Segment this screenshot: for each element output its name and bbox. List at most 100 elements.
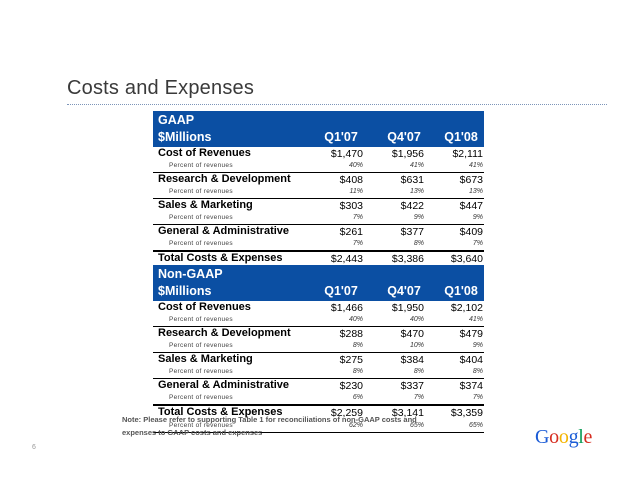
percent-label: Percent of revenues: [169, 316, 233, 323]
percent-value: 7%: [352, 214, 363, 221]
percent-label: Percent of revenues: [169, 394, 233, 401]
row-label: Total Costs & Expenses: [158, 252, 283, 264]
percent-value: 40%: [348, 162, 363, 169]
logo-letter: e: [583, 426, 593, 448]
row-label: Research & Development: [158, 173, 291, 185]
percent-label: Percent of revenues: [169, 422, 233, 429]
row-value: $1,466: [330, 302, 363, 314]
row-value: $631: [400, 174, 424, 186]
percent-value: 9%: [472, 214, 483, 221]
percent-value: 65%: [468, 422, 483, 429]
percent-row: Percent of revenues 8% 8% 8%: [153, 366, 484, 379]
percent-value: 8%: [472, 368, 483, 375]
gaap-table-header: GAAP $Millions Q1'07 Q4'07 Q1'08: [153, 111, 484, 147]
percent-value: 9%: [472, 342, 483, 349]
row-value: $673: [459, 174, 483, 186]
percent-value: 8%: [352, 342, 363, 349]
total-row: Total Costs & Expenses $2,259 $3,141 $3,359: [153, 405, 484, 420]
row-value: $470: [400, 328, 424, 340]
footnote-line: expenses to GAAP costs and expenses: [122, 428, 263, 437]
gaap-quarter-header: Q1'07: [324, 130, 358, 144]
percent-label: Percent of revenues: [169, 240, 233, 247]
table-row: Cost of Revenues $1,470 $1,956 $2,111: [153, 147, 484, 160]
percent-row: Percent of revenues 62% 65% 65%: [153, 420, 484, 433]
gaap-quarter-header: Q1'08: [444, 130, 478, 144]
row-value: $384: [400, 354, 424, 366]
row-value: $408: [339, 174, 363, 186]
gaap-header-units: $Millions: [158, 130, 212, 144]
row-value: $230: [339, 380, 363, 392]
table-row: Research & Development $408 $631 $673: [153, 173, 484, 186]
percent-value: 41%: [468, 316, 483, 323]
nongaap-header-units: $Millions: [158, 284, 212, 298]
gaap-header-title: GAAP: [158, 113, 195, 127]
page-number: 6: [32, 444, 36, 451]
percent-label: Percent of revenues: [169, 368, 233, 375]
row-value: $2,102: [450, 302, 483, 314]
percent-value: 6%: [352, 394, 363, 401]
row-value: $3,640: [450, 253, 483, 265]
percent-value: 10%: [409, 342, 424, 349]
percent-value: 13%: [409, 188, 424, 195]
nongaap-table: Non-GAAP $Millions Q1'07 Q4'07 Q1'08 Cos…: [153, 265, 484, 433]
percent-value: 40%: [348, 316, 363, 323]
row-value: $1,950: [391, 302, 424, 314]
percent-value: 41%: [468, 162, 483, 169]
row-label: General & Administrative: [158, 379, 290, 391]
page-title: Costs and Expenses: [67, 77, 255, 99]
percent-row: Percent of revenues 6% 7% 7%: [153, 392, 484, 405]
percent-value: 40%: [409, 316, 424, 323]
row-label: Total Costs & Expenses: [158, 406, 283, 418]
gaap-quarter-header: Q4'07: [387, 130, 421, 144]
percent-value: 7%: [352, 240, 363, 247]
row-value: $275: [339, 354, 363, 366]
row-value: $1,470: [330, 148, 363, 160]
row-label: Sales & Marketing: [158, 353, 253, 365]
percent-value: 41%: [409, 162, 424, 169]
nongaap-header-title: Non-GAAP: [158, 267, 223, 281]
nongaap-quarter-header: Q1'07: [324, 284, 358, 298]
footnote: Note: Please refer to supporting Table 1…: [122, 413, 482, 439]
percent-label: Percent of revenues: [169, 162, 233, 169]
row-label: Sales & Marketing: [158, 199, 253, 211]
table-row: Sales & Marketing $275 $384 $404: [153, 353, 484, 366]
logo-letter: G: [535, 426, 550, 448]
percent-label: Percent of revenues: [169, 214, 233, 221]
row-value: $3,386: [391, 253, 424, 265]
percent-row: Percent of revenues 40% 41% 41%: [153, 160, 484, 173]
table-row: Sales & Marketing $303 $422 $447: [153, 199, 484, 212]
google-logo: Google: [535, 426, 592, 449]
row-label: Cost of Revenues: [158, 301, 251, 313]
percent-row: Percent of revenues 8% 10% 9%: [153, 340, 484, 353]
logo-letter: l: [578, 426, 584, 448]
table-row: Cost of Revenues $1,466 $1,950 $2,102: [153, 301, 484, 314]
percent-row: Percent of revenues 11% 13% 13%: [153, 186, 484, 199]
percent-value: 62%: [348, 422, 363, 429]
row-value: $409: [459, 226, 483, 238]
gaap-table: GAAP $Millions Q1'07 Q4'07 Q1'08 Cost of…: [153, 111, 484, 279]
row-value: $303: [339, 200, 363, 212]
title-divider: [67, 104, 607, 105]
percent-value: 7%: [413, 394, 424, 401]
row-value: $404: [459, 354, 483, 366]
percent-value: 7%: [472, 394, 483, 401]
row-value: $261: [339, 226, 363, 238]
nongaap-quarter-header: Q4'07: [387, 284, 421, 298]
row-value: $1,956: [391, 148, 424, 160]
percent-value: 65%: [409, 422, 424, 429]
row-value: $288: [339, 328, 363, 340]
row-value: $2,443: [330, 253, 363, 265]
table-row: Research & Development $288 $470 $479: [153, 327, 484, 340]
logo-letter: o: [558, 426, 569, 448]
percent-row: Percent of revenues 7% 9% 9%: [153, 212, 484, 225]
row-label: Cost of Revenues: [158, 147, 251, 159]
nongaap-table-header: Non-GAAP $Millions Q1'07 Q4'07 Q1'08: [153, 265, 484, 301]
nongaap-quarter-header: Q1'08: [444, 284, 478, 298]
row-value: $479: [459, 328, 483, 340]
row-value: $377: [400, 226, 424, 238]
row-value: $337: [400, 380, 424, 392]
percent-label: Percent of revenues: [169, 342, 233, 349]
row-label: Research & Development: [158, 327, 291, 339]
total-row: Total Costs & Expenses $2,443 $3,386 $3,640: [153, 251, 484, 266]
percent-label: Percent of revenues: [169, 188, 233, 195]
